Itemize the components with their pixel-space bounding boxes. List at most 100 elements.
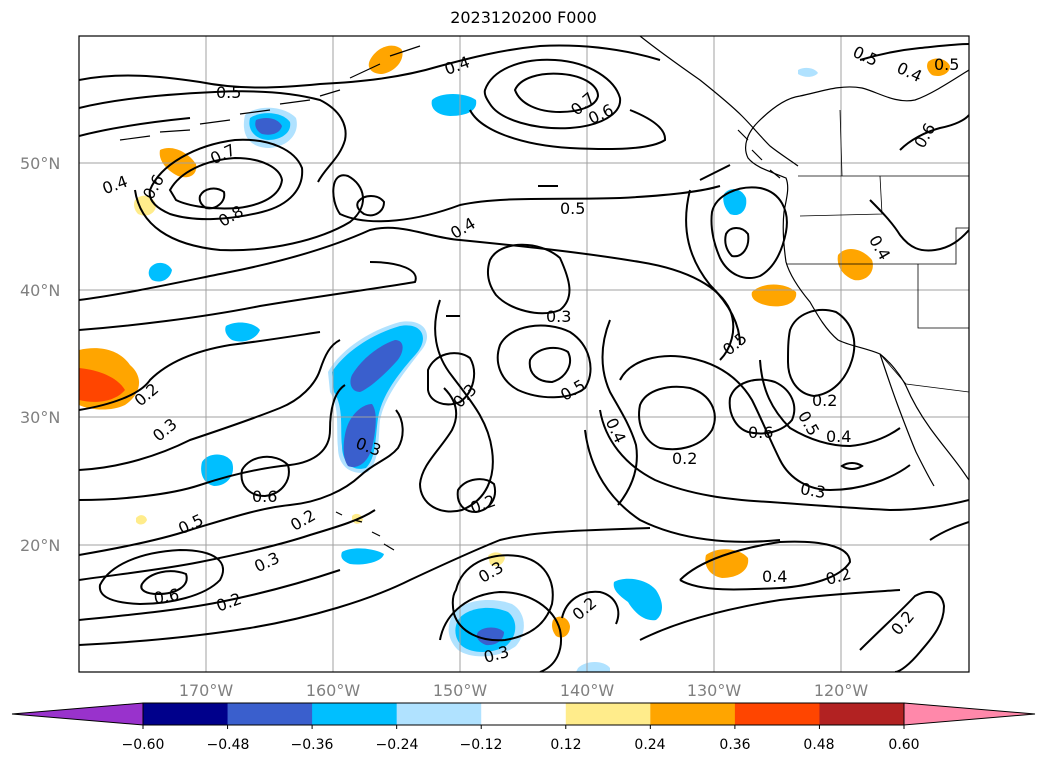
- contour-line: [728, 378, 796, 435]
- contour-label: 0.4: [762, 567, 787, 586]
- contour-line: [198, 187, 226, 210]
- lightblue-patch-bottom: [576, 662, 610, 672]
- contour-line: [840, 462, 864, 470]
- contour-line: [451, 554, 554, 642]
- lat-label-30n: 30°N: [20, 408, 60, 427]
- contour-label: 0.5: [216, 83, 241, 102]
- contour-label: 0.6: [252, 487, 277, 506]
- hawaii-islands: [335, 511, 395, 551]
- colorbar-cell: [312, 703, 398, 725]
- colorbar-cell: [565, 703, 651, 725]
- contour-line: [859, 43, 969, 61]
- contour-label: 0.5: [560, 199, 585, 218]
- lon-label-150w: 150°W: [433, 681, 488, 700]
- contour-line: [639, 589, 901, 641]
- map-frame: [78, 35, 970, 673]
- contour-line: [79, 90, 347, 183]
- contour-line: [869, 199, 969, 252]
- blue-patch-north-pacific: [431, 94, 477, 116]
- darkblue-band-central-south: [343, 404, 376, 468]
- lon-label-140w: 140°W: [560, 681, 615, 700]
- lon-label-160w: 160°W: [306, 681, 361, 700]
- contour-line: [710, 186, 788, 279]
- lon-label-170w: 170°W: [179, 681, 234, 700]
- contour-label: 0.4: [826, 427, 851, 446]
- contour-label: 0.2: [812, 391, 837, 410]
- us-state-line-3: [786, 227, 969, 265]
- contour-line: [79, 44, 661, 89]
- colorbar-frame: [142, 702, 905, 726]
- baja-coast: [879, 353, 935, 487]
- colorbar-cell: [143, 703, 229, 725]
- orange-patch-south: [705, 549, 749, 578]
- orange-patch-nevada: [837, 248, 873, 281]
- lightblue-patch-ne: [798, 67, 818, 77]
- contour-line: [418, 299, 494, 513]
- contour-line: [79, 339, 341, 471]
- longitude-labels: 170°W 160°W 150°W 140°W 130°W 120°W: [179, 681, 869, 700]
- orange-patch-ne: [927, 58, 950, 76]
- contour-line: [148, 138, 304, 221]
- contour-line: [561, 590, 620, 625]
- contour-line: [79, 569, 341, 621]
- us-mexico-border: [879, 353, 969, 393]
- colorbar-tick-label: −0.12: [460, 737, 503, 753]
- contour-label: 0.6: [152, 585, 180, 608]
- colorbar-tick-label: −0.36: [291, 737, 334, 753]
- lon-label-130w: 130°W: [687, 681, 742, 700]
- contour-line: [584, 429, 781, 543]
- contour-line: [356, 195, 386, 217]
- yellow-patch-west-47n: [134, 195, 156, 216]
- colorbar-tick-label: −0.60: [122, 737, 165, 753]
- colorbar: −0.60 −0.48 −0.36 −0.24 −0.12 0.12 0.24 …: [11, 702, 1036, 753]
- contour-line: [929, 521, 969, 541]
- yellow-patch-west-20n: [136, 515, 147, 525]
- colorbar-cell: [396, 703, 482, 725]
- colorbar-over-extension: [903, 702, 1036, 726]
- darkblue-band-central-north: [350, 340, 403, 392]
- contour-label: 0.5: [934, 55, 959, 74]
- contour-line: [79, 117, 191, 137]
- contour-line: [638, 385, 716, 451]
- political-borders: [786, 109, 969, 393]
- contour-line: [79, 384, 346, 501]
- colorbar-cell: [819, 703, 905, 725]
- contour-line: [528, 346, 571, 384]
- contour-line: [439, 590, 562, 672]
- lon-label-120w: 120°W: [814, 681, 869, 700]
- darkblue-patch-bering: [255, 118, 282, 135]
- us-state-line-4: [917, 264, 969, 329]
- contour-line: [859, 590, 946, 672]
- contour-line: [679, 540, 852, 591]
- colorbar-cell: [227, 703, 313, 725]
- lat-label-20n: 20°N: [20, 536, 60, 555]
- contour-line: [483, 58, 622, 130]
- blue-patch-southeast: [613, 578, 662, 621]
- contour-line: [134, 174, 721, 252]
- blue-patch-hawaii: [341, 548, 384, 565]
- contour-line: [427, 352, 476, 406]
- contour-lines: [79, 43, 969, 672]
- contour-line: [79, 409, 404, 556]
- colorbar-tick-label: 0.60: [888, 737, 919, 753]
- contour-line: [79, 527, 651, 646]
- colorbar-tick-label: 0.36: [719, 737, 750, 753]
- colorbar-tick-label: 0.12: [550, 737, 581, 753]
- orange-patch-aleutian: [368, 45, 403, 74]
- blue-patch-west-42n: [148, 262, 172, 282]
- contour-line: [899, 114, 969, 151]
- colorbar-cells: [143, 703, 905, 725]
- contour-label: 0.6: [748, 423, 773, 442]
- aleutian-islands: [119, 45, 421, 141]
- contour-line: [496, 324, 592, 399]
- us-state-line-1: [839, 109, 843, 177]
- colorbar-tick-label: 0.48: [803, 737, 834, 753]
- blue-patch-west-37n: [225, 322, 260, 342]
- colorbar-tick-label: 0.24: [634, 737, 665, 753]
- contour-line: [456, 478, 496, 514]
- colorbar-cell: [734, 703, 820, 725]
- latitude-labels: 50°N 40°N 30°N 20°N: [20, 154, 60, 555]
- contour-line: [140, 570, 188, 596]
- blue-patch-canada: [723, 189, 747, 216]
